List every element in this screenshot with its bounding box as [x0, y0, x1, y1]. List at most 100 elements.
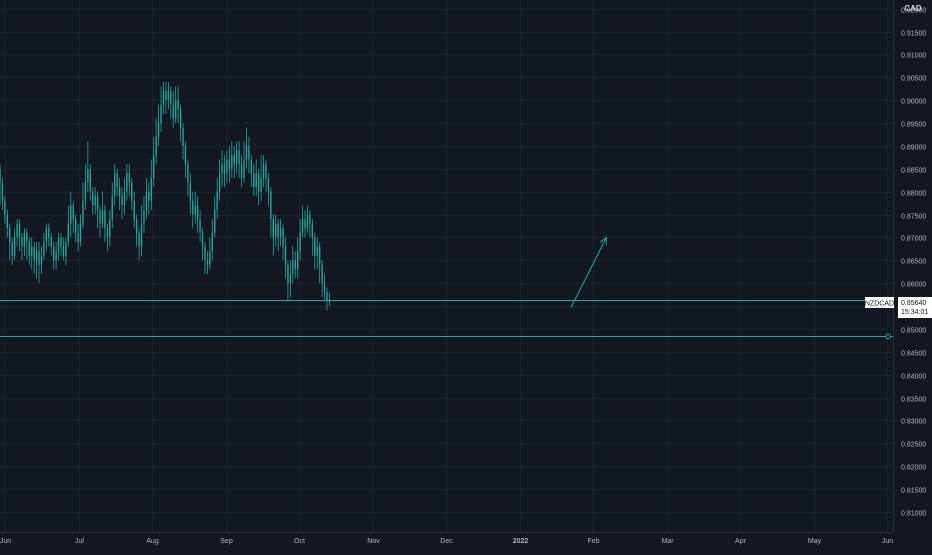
candle[interactable]	[243, 141, 245, 183]
candle[interactable]	[13, 228, 16, 261]
candle[interactable]	[150, 159, 152, 210]
candle[interactable]	[84, 164, 87, 210]
candle[interactable]	[52, 241, 55, 270]
candle[interactable]	[6, 209, 9, 238]
candle[interactable]	[323, 274, 326, 302]
candle[interactable]	[174, 86, 177, 124]
candle[interactable]	[148, 182, 150, 215]
candle[interactable]	[318, 241, 321, 284]
candle[interactable]	[45, 223, 48, 252]
candle[interactable]	[192, 191, 194, 229]
candle[interactable]	[292, 246, 294, 284]
candle[interactable]	[257, 168, 260, 206]
candle[interactable]	[140, 205, 143, 256]
candle[interactable]	[311, 219, 314, 256]
candle[interactable]	[294, 251, 296, 279]
candle[interactable]	[106, 223, 109, 252]
candle[interactable]	[304, 209, 306, 238]
candle[interactable]	[18, 219, 21, 252]
candle[interactable]	[284, 237, 287, 279]
candles[interactable]	[0, 81, 331, 311]
candle[interactable]	[250, 155, 253, 188]
candle[interactable]	[238, 141, 240, 178]
candle[interactable]	[162, 81, 165, 114]
candle[interactable]	[179, 104, 182, 142]
projection-arrow[interactable]	[570, 236, 607, 308]
candle[interactable]	[79, 214, 82, 247]
candle[interactable]	[26, 228, 28, 261]
candle[interactable]	[138, 228, 140, 261]
candle[interactable]	[77, 223, 79, 252]
candle[interactable]	[272, 214, 274, 256]
candle[interactable]	[74, 214, 77, 242]
candle[interactable]	[35, 241, 38, 279]
candle[interactable]	[321, 260, 323, 297]
candle[interactable]	[50, 232, 52, 256]
candle[interactable]	[299, 219, 301, 261]
candle[interactable]	[118, 177, 121, 210]
candle[interactable]	[189, 173, 192, 215]
candle[interactable]	[96, 191, 99, 229]
candle[interactable]	[270, 187, 272, 238]
candle[interactable]	[65, 237, 67, 265]
candle[interactable]	[187, 159, 189, 197]
candle[interactable]	[135, 214, 138, 247]
candle[interactable]	[265, 159, 267, 192]
candle[interactable]	[296, 237, 299, 279]
price-axis[interactable]: 0.92000 0.91500 0.91000 0.90500 0.90000 0.895…	[865, 0, 932, 532]
candle[interactable]	[23, 228, 26, 256]
candle[interactable]	[40, 246, 43, 275]
candle[interactable]	[92, 187, 94, 215]
candle[interactable]	[240, 155, 243, 188]
candle[interactable]	[157, 104, 160, 146]
candle[interactable]	[289, 260, 292, 297]
candle[interactable]	[0, 164, 1, 206]
horizontal-level-line[interactable]	[0, 333, 893, 340]
candle[interactable]	[235, 141, 238, 174]
candle[interactable]	[182, 123, 184, 160]
candle[interactable]	[123, 177, 126, 215]
candle[interactable]	[326, 287, 328, 311]
candle[interactable]	[33, 241, 35, 275]
candle[interactable]	[245, 127, 248, 169]
candle[interactable]	[153, 136, 155, 188]
time-axis[interactable]: Jun Jul Aug Sep Oct Nov Dec 2022 Feb Mar Apr May Jun	[0, 532, 893, 546]
candle[interactable]	[21, 232, 23, 261]
candle[interactable]	[160, 86, 162, 133]
candle[interactable]	[145, 177, 148, 220]
candle[interactable]	[87, 141, 89, 192]
candle[interactable]	[9, 223, 11, 261]
candle[interactable]	[177, 86, 179, 124]
candle[interactable]	[248, 136, 250, 174]
candle[interactable]	[206, 251, 209, 275]
candle[interactable]	[72, 200, 74, 233]
candle[interactable]	[67, 205, 70, 247]
candle[interactable]	[133, 191, 135, 229]
candle[interactable]	[4, 196, 6, 224]
candle[interactable]	[201, 228, 204, 261]
candle[interactable]	[82, 182, 84, 229]
candle[interactable]	[214, 196, 216, 238]
candle[interactable]	[226, 150, 228, 183]
candle[interactable]	[109, 209, 111, 247]
candle[interactable]	[216, 177, 218, 220]
candle[interactable]	[287, 260, 289, 302]
candle[interactable]	[165, 81, 167, 114]
candle[interactable]	[111, 182, 113, 229]
candle[interactable]	[301, 205, 304, 238]
candle[interactable]	[262, 155, 265, 188]
candle[interactable]	[316, 237, 318, 270]
candle[interactable]	[306, 205, 309, 233]
candle[interactable]	[221, 150, 223, 188]
candle[interactable]	[209, 237, 211, 270]
candle[interactable]	[143, 196, 145, 233]
candle[interactable]	[1, 177, 4, 210]
candle[interactable]	[211, 219, 213, 261]
candle[interactable]	[282, 223, 284, 261]
candle[interactable]	[89, 164, 91, 201]
candle[interactable]	[99, 205, 101, 238]
candle[interactable]	[255, 159, 257, 197]
candle[interactable]	[314, 232, 316, 270]
candle[interactable]	[223, 155, 226, 188]
